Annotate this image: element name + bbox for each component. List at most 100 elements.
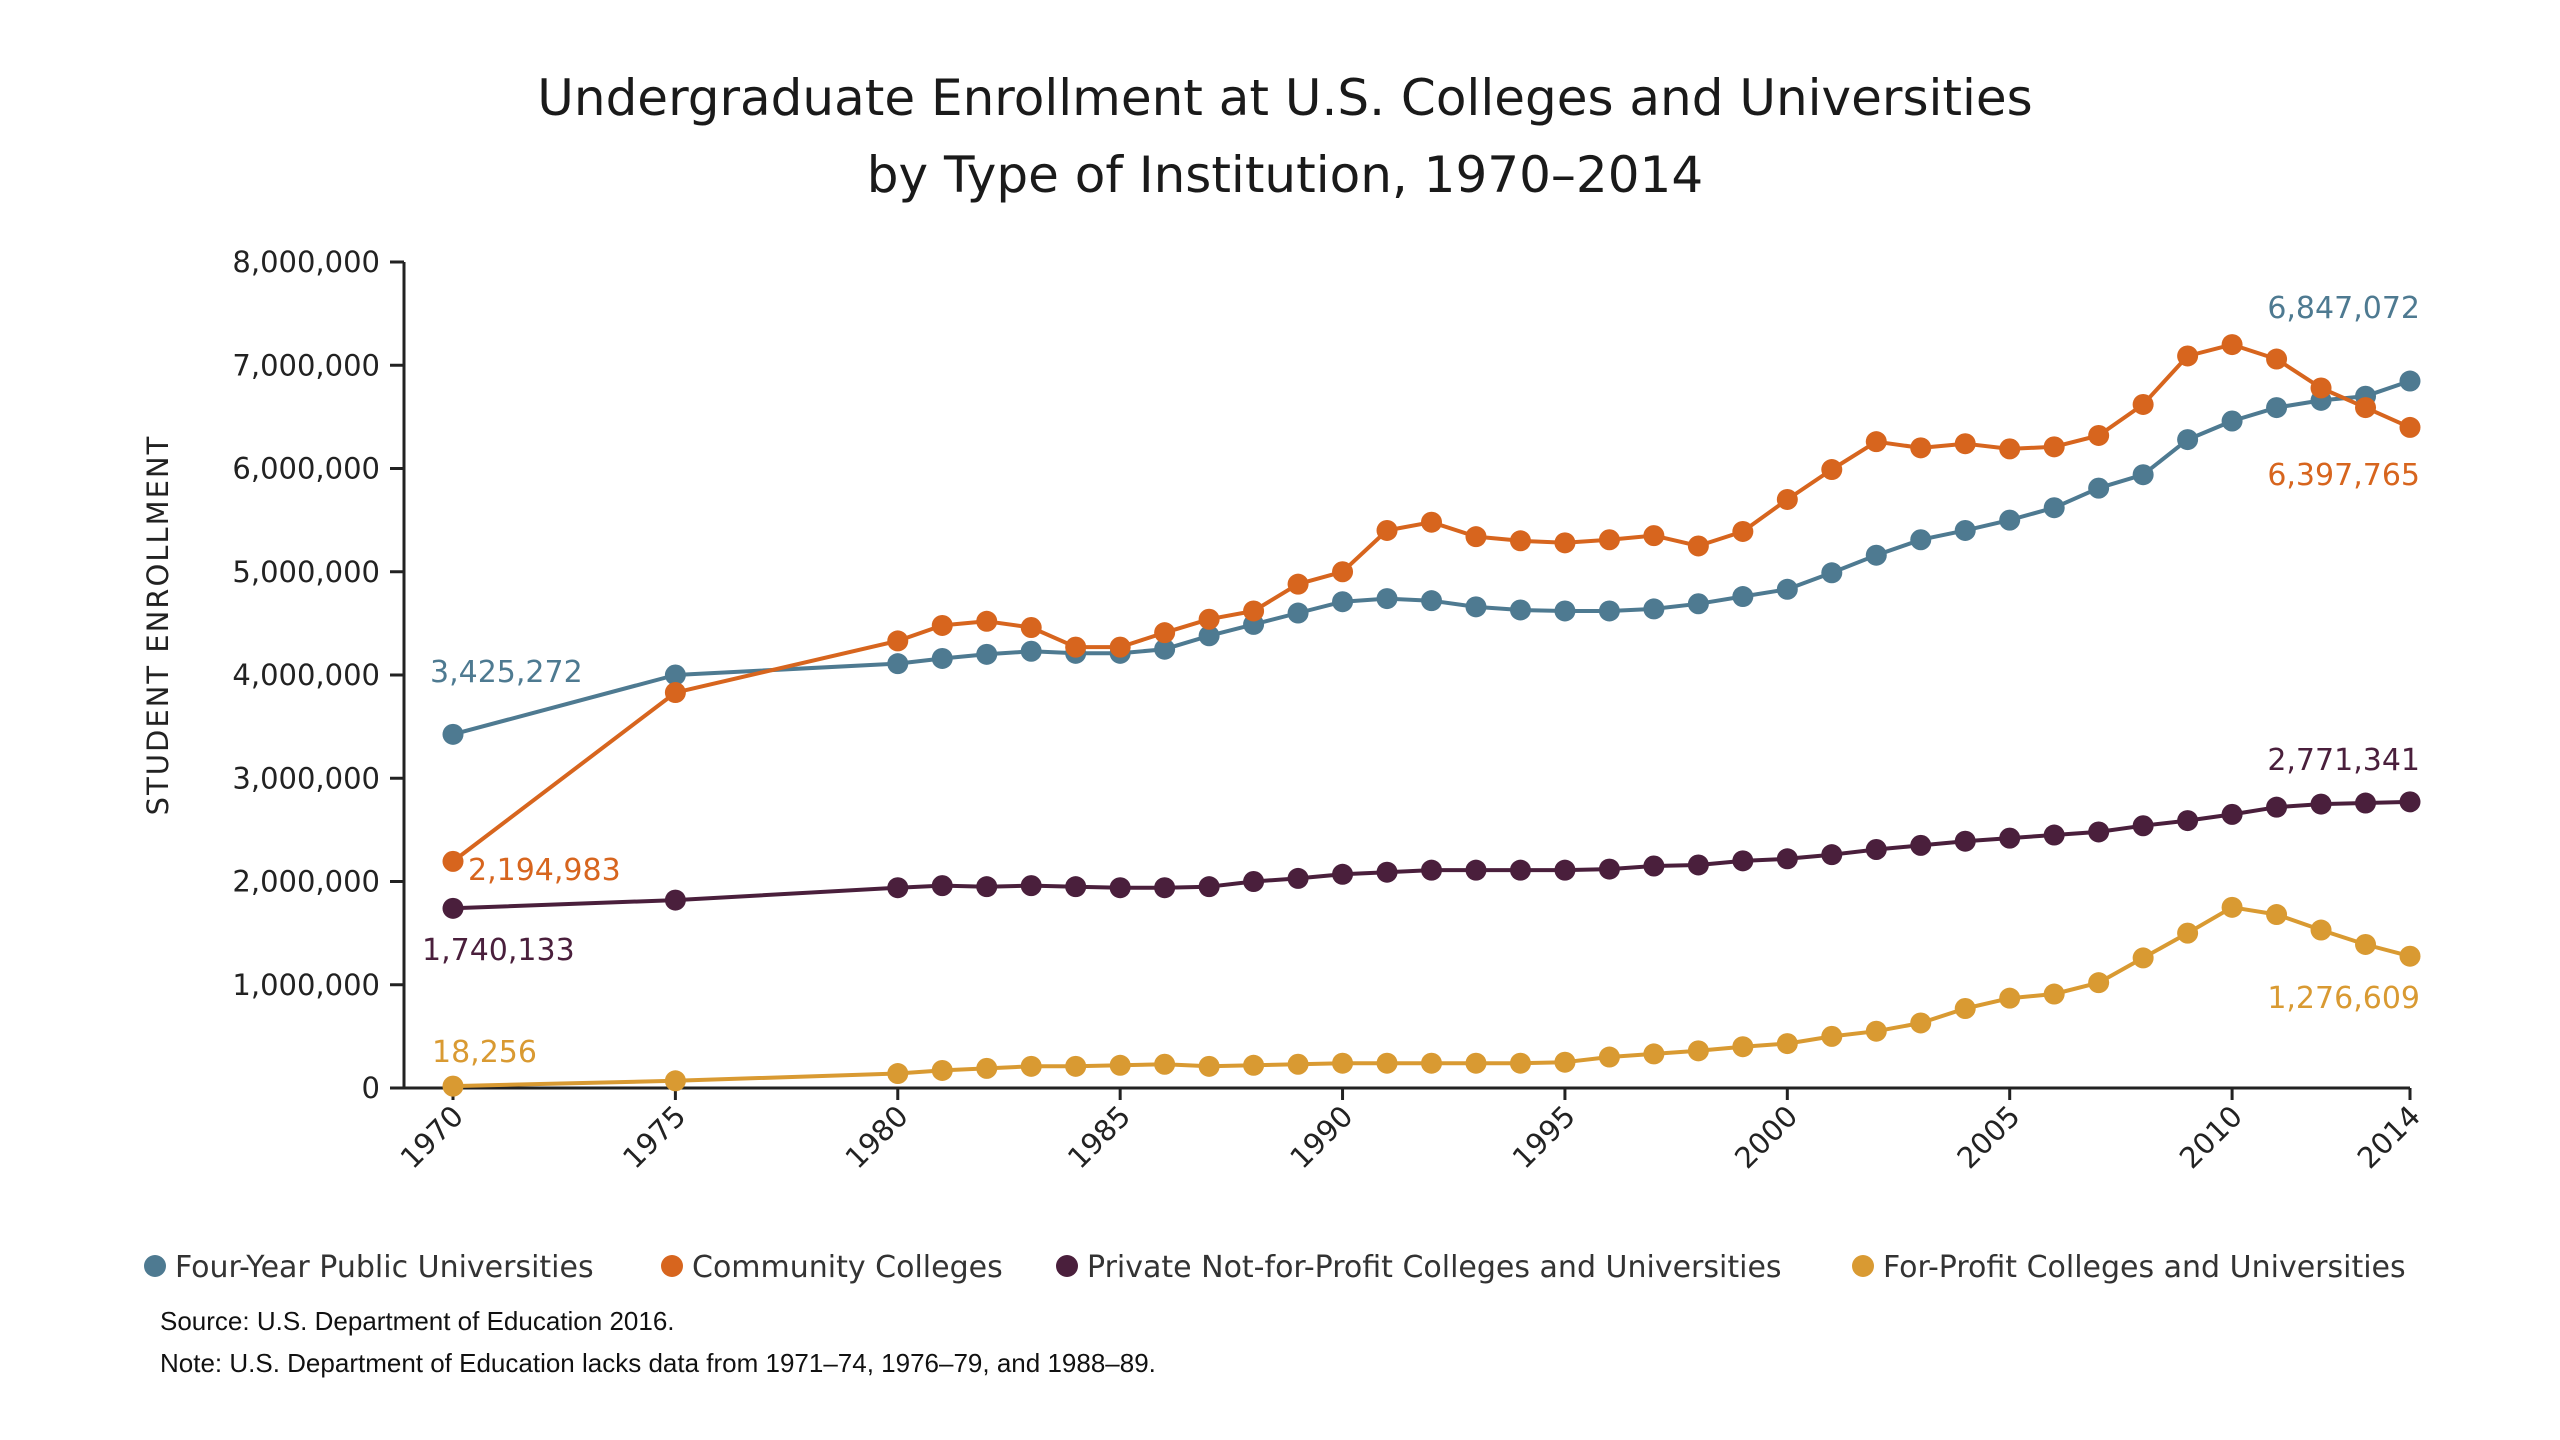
x-tick-label: 2000 [1728, 1099, 1804, 1175]
x-tick-label: 1990 [1283, 1099, 1359, 1175]
x-tick-label: 1980 [838, 1099, 914, 1175]
series-line-2 [452, 799, 2411, 911]
data-point [1465, 859, 1487, 881]
data-point [442, 897, 464, 919]
data-point [1999, 438, 2021, 460]
chart-title-line-2: by Type of Institution, 1970–2014 [867, 146, 1703, 204]
data-point [1954, 997, 1976, 1019]
data-point [1198, 876, 1220, 898]
data-point [1332, 561, 1354, 583]
data-point [1910, 437, 1932, 459]
data-point [976, 643, 998, 665]
data-point [442, 850, 464, 872]
start-value-label: 3,425,272 [430, 655, 583, 690]
data-point [1776, 488, 1798, 510]
data-point [2132, 815, 2154, 837]
series-points [442, 334, 2421, 1097]
data-gap-note: Note: U.S. Department of Education lacks… [160, 1348, 1156, 1378]
data-point [2043, 497, 2065, 519]
end-value-label: 6,847,072 [2267, 291, 2420, 326]
data-point [1243, 871, 1265, 892]
data-point [1109, 636, 1131, 658]
y-axis-label: STUDENT ENROLLMENT [141, 435, 175, 816]
series-lines [451, 342, 2411, 1089]
data-point [2399, 791, 2421, 813]
legend-marker [1852, 1255, 1874, 1277]
y-tick-label: 5,000,000 [232, 555, 380, 589]
data-point [1821, 459, 1843, 481]
x-tick-label: 1970 [394, 1099, 470, 1175]
data-point [1865, 431, 1887, 453]
data-point [1687, 593, 1709, 615]
data-point [1154, 877, 1176, 899]
data-point [887, 1063, 909, 1085]
data-point [1198, 625, 1220, 647]
data-point [2310, 377, 2332, 399]
data-point [887, 653, 909, 675]
data-point [1332, 1052, 1354, 1074]
data-point [1954, 830, 1976, 852]
data-point [1287, 867, 1309, 889]
chart-title-line-1: Undergraduate Enrollment at U.S. College… [537, 69, 2032, 127]
x-tick-label: 1985 [1061, 1099, 1137, 1175]
data-point [2266, 796, 2288, 818]
data-point [1065, 876, 1087, 898]
data-point [1999, 509, 2021, 531]
data-point [1687, 1040, 1709, 1062]
data-point [1287, 602, 1309, 624]
data-point [2177, 345, 2199, 367]
data-point [2266, 397, 2288, 419]
legend-label: Four-Year Public Universities [175, 1250, 594, 1285]
data-point [1865, 544, 1887, 566]
data-point [442, 1075, 464, 1097]
data-point [1598, 1046, 1620, 1068]
data-point [1243, 1054, 1265, 1076]
data-point [1421, 590, 1442, 612]
start-value-label: 18,256 [432, 1035, 537, 1070]
y-tick-label: 7,000,000 [232, 348, 380, 382]
data-point [2221, 803, 2243, 825]
legend-label: Private Not-for-Profit Colleges and Univ… [1087, 1250, 1782, 1285]
data-point [1776, 1033, 1798, 1055]
y-tick-label: 8,000,000 [232, 245, 380, 279]
source-note: Source: U.S. Department of Education 201… [160, 1306, 675, 1336]
data-point [664, 664, 686, 686]
data-point [2221, 410, 2243, 432]
data-point [976, 876, 998, 898]
endpoint-labels: 3,425,272 6,847,072 2,194,983 6,397,765 1,74… [422, 291, 2420, 1070]
data-point [1154, 622, 1176, 644]
data-point [2310, 919, 2332, 941]
data-point [1465, 1052, 1487, 1074]
x-tick-label: 2010 [2173, 1099, 2249, 1175]
data-point [1821, 562, 1843, 584]
data-point [2399, 416, 2421, 438]
x-tick-label: 2005 [1950, 1099, 2026, 1175]
x-tick-label: 2014 [2351, 1099, 2427, 1175]
data-point [1287, 1053, 1309, 1075]
data-point [1509, 530, 1531, 552]
data-point [931, 647, 953, 669]
data-point [1999, 827, 2021, 849]
data-point [442, 723, 464, 745]
data-point [1598, 600, 1620, 622]
data-point [1376, 588, 1398, 610]
data-point [1554, 1051, 1576, 1073]
data-point [1332, 591, 1354, 613]
data-point [2177, 429, 2199, 451]
data-point [1554, 859, 1576, 881]
data-point [1776, 578, 1798, 600]
data-point [2399, 370, 2421, 392]
legend-marker [1056, 1255, 1078, 1277]
data-point [2043, 983, 2065, 1005]
data-point [1554, 532, 1576, 554]
data-point [1821, 1025, 1843, 1047]
y-tick-label: 0 [362, 1071, 380, 1105]
data-point [1954, 519, 1976, 541]
data-point [2355, 933, 2377, 955]
data-point [2088, 477, 2110, 499]
legend-label: For-Profit Colleges and Universities [1883, 1250, 2406, 1285]
x-tick-label: 1975 [616, 1099, 692, 1175]
y-tick-label: 3,000,000 [232, 761, 380, 795]
data-point [2221, 896, 2243, 918]
